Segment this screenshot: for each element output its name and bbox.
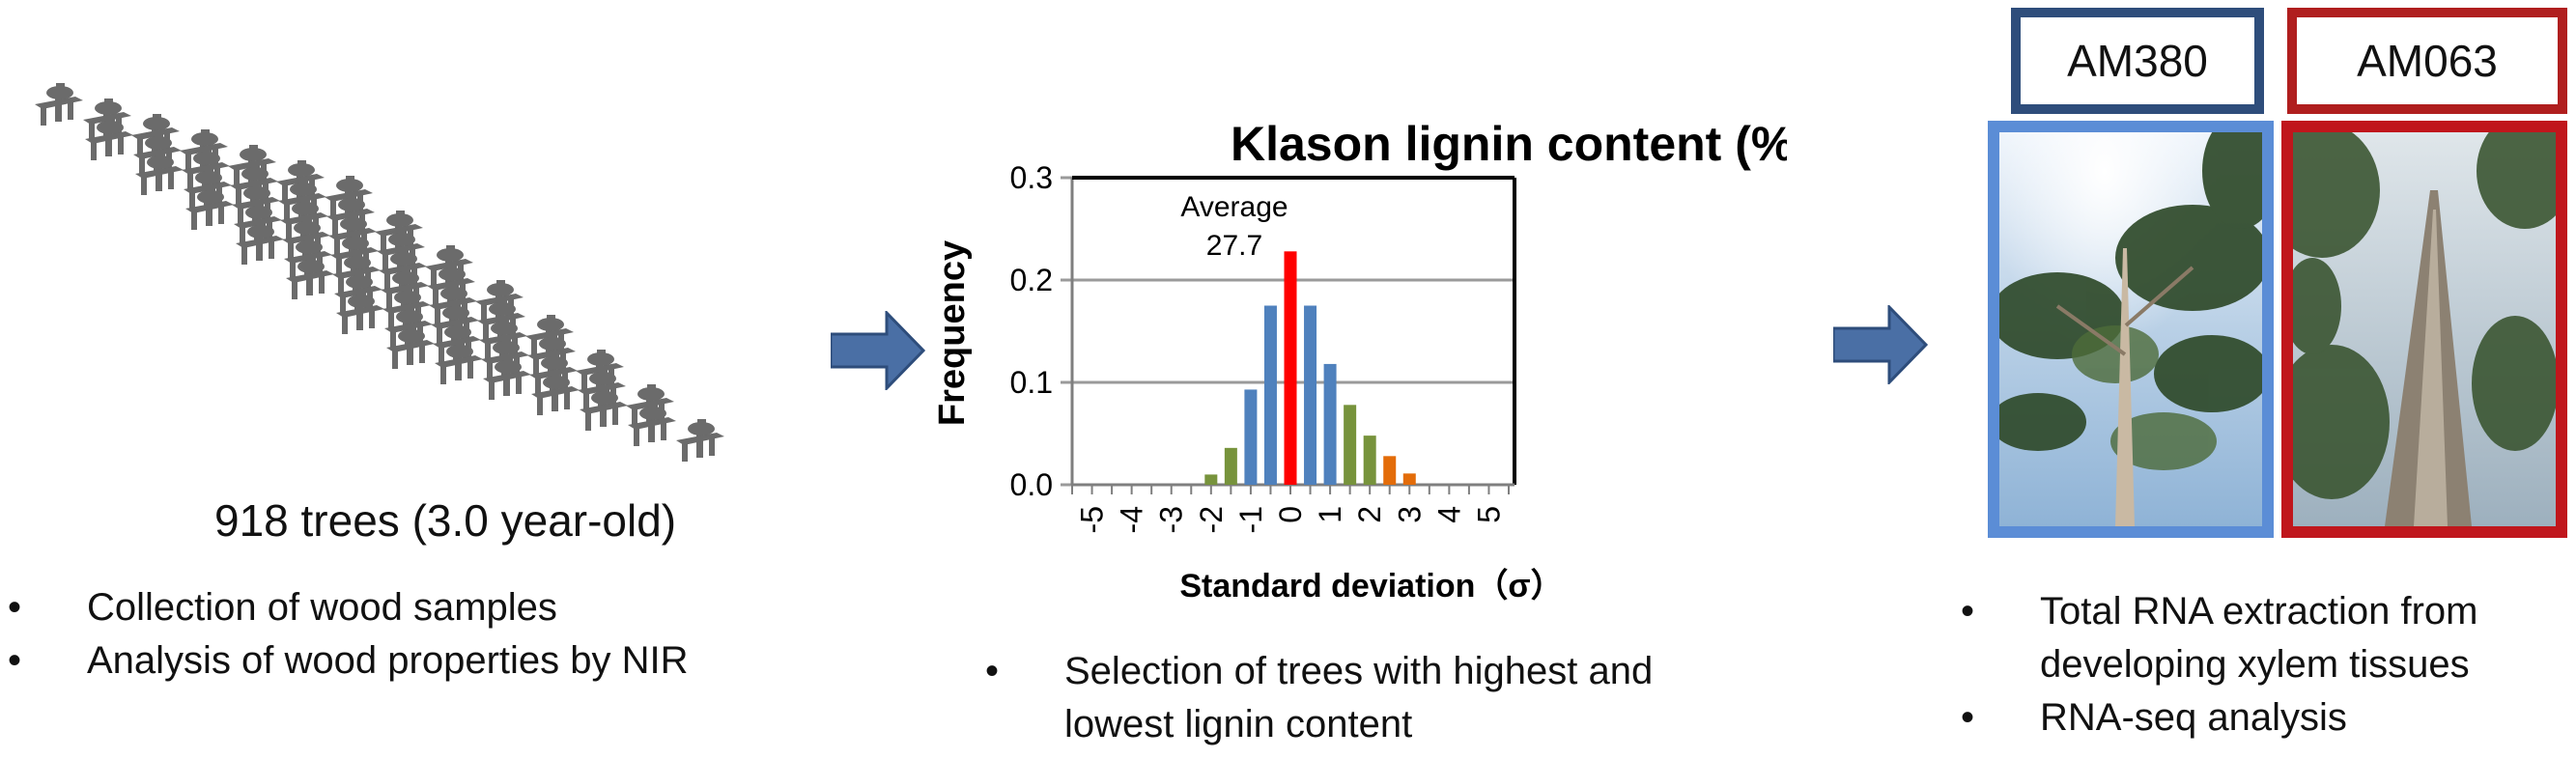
chart-bar [1224,447,1237,485]
left-bullets: Collection of wood samples Analysis of w… [8,581,689,688]
label-am063: AM063 [2287,8,2567,114]
chart-bars [1204,251,1416,485]
arrow-shape-2 [1833,305,1929,384]
chart-ylabel-rotated: Frequency [932,240,973,426]
chart-bar [1244,389,1258,485]
right-bullet-2: RNA-seq analysis [1961,691,2478,745]
tree-icon [336,292,384,334]
photo-am380 [1988,121,2274,538]
tree-photo-am380 [1999,132,2262,526]
y-tick-label: 0.3 [1010,160,1053,195]
tree-icon [531,373,580,415]
tree-icon [135,153,184,195]
tree-count-caption: 918 trees (3.0 year-old) [214,495,677,546]
chart-bar [1304,305,1317,485]
tree-icon [676,419,724,462]
x-tick-label: 0 [1273,506,1308,523]
tree-icon [35,83,83,126]
chart-xlabel: Standard deviation（σ） [1179,567,1563,604]
chart-bar [1363,436,1376,485]
tree-icon [628,404,676,446]
lignin-chart: Klason lignin content (%) Frequency 0.00… [1010,117,1787,604]
chart-bar [1344,405,1357,485]
right-bullet-1: Total RNA extraction from [1961,585,2478,638]
tree-plantation-icon [35,83,724,462]
tree-icon [435,342,483,384]
right-bullets: Total RNA extraction from developing xyl… [1961,585,2478,745]
right-arrow-icon [831,311,926,390]
x-tick-label: 3 [1392,506,1427,523]
tree-icon [483,357,531,400]
chart-xticks: -5 -4 -3 -2 -1 0 1 2 3 4 5 [1075,506,1507,533]
chart-bar [1284,251,1297,485]
tree-photo-am063 [2293,132,2556,526]
x-tick-label: 5 [1471,506,1506,523]
chart-bar [1383,456,1397,485]
label-am380: AM380 [2011,8,2264,114]
y-tick-label: 0.0 [1010,467,1053,502]
chart-title: Klason lignin content (%) [1231,117,1787,171]
x-tick-label: -4 [1115,506,1149,533]
left-bullet-2: Analysis of wood properties by NIR [8,634,689,688]
right-arrow-icon-2 [1833,305,1929,384]
chart-ylabel-holder: Frequency [932,240,973,426]
tree-icon [85,118,133,160]
x-tick-label: -1 [1233,506,1268,533]
middle-bullet-1-cont: lowest lignin content [1064,703,1413,745]
left-bullet-1: Collection of wood samples [8,581,689,634]
chart-annotation-line1: Average [1180,191,1288,223]
tree-icon [185,187,234,230]
right-bullet-1-cont: developing xylem tissues [2040,643,2470,686]
y-tick-label: 0.2 [1010,263,1053,297]
chart-annotation-line2: 27.7 [1206,230,1262,262]
chart-bar [1323,363,1337,485]
middle-bullet-1: Selection of trees with highest and [985,645,1653,698]
tree-icon [236,222,284,265]
x-tick-label: 1 [1313,506,1347,523]
x-tick-label: -5 [1075,506,1110,533]
y-tick-label: 0.1 [1010,365,1053,400]
tree-icon [386,326,435,369]
photo-am063 [2281,121,2567,538]
x-tick-label: -2 [1194,506,1229,533]
chart-bar [1402,473,1416,485]
chart-bar [1204,474,1218,485]
middle-bullets: Selection of trees with highest and lowe… [985,645,1653,751]
tree-icon [286,257,334,299]
x-tick-label: 2 [1352,506,1387,523]
chart-bar [1263,305,1277,485]
tree-grid [35,83,724,462]
x-tick-label: -3 [1154,506,1189,533]
arrow-shape [831,311,926,390]
chart-yticks: 0.0 0.1 0.2 0.3 [1010,160,1053,502]
x-tick-label: 4 [1431,506,1466,523]
tree-icon [580,388,628,431]
